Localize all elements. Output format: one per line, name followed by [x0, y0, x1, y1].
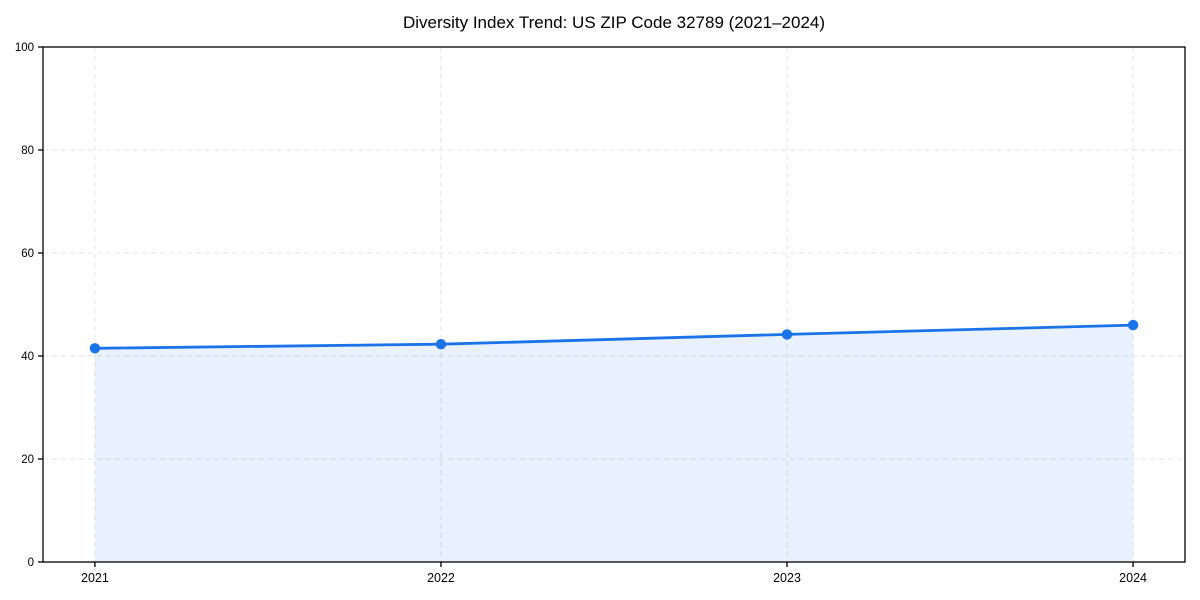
y-tick-label: 20 [21, 454, 34, 466]
y-tick-label: 60 [21, 248, 34, 260]
data-point-marker [89, 343, 101, 354]
y-tick-label: 0 [28, 557, 34, 569]
plot-border [42, 46, 1186, 563]
data-point-marker [1127, 319, 1139, 331]
data-point-marker [781, 329, 793, 340]
area-fill [94, 325, 1134, 562]
y-tick-label: 80 [21, 145, 34, 157]
x-tick-label: 2024 [1119, 571, 1147, 585]
data-point-marker [435, 339, 447, 350]
x-tick-label: 2022 [427, 571, 455, 585]
x-tick-label: 2021 [81, 571, 109, 585]
y-tick-label: 40 [21, 351, 34, 363]
y-tick-label: 100 [15, 42, 34, 54]
x-tick-label: 2023 [773, 571, 801, 585]
chart-title: Diversity Index Trend: US ZIP Code 32789… [402, 13, 826, 32]
trend-line [93, 323, 1135, 350]
